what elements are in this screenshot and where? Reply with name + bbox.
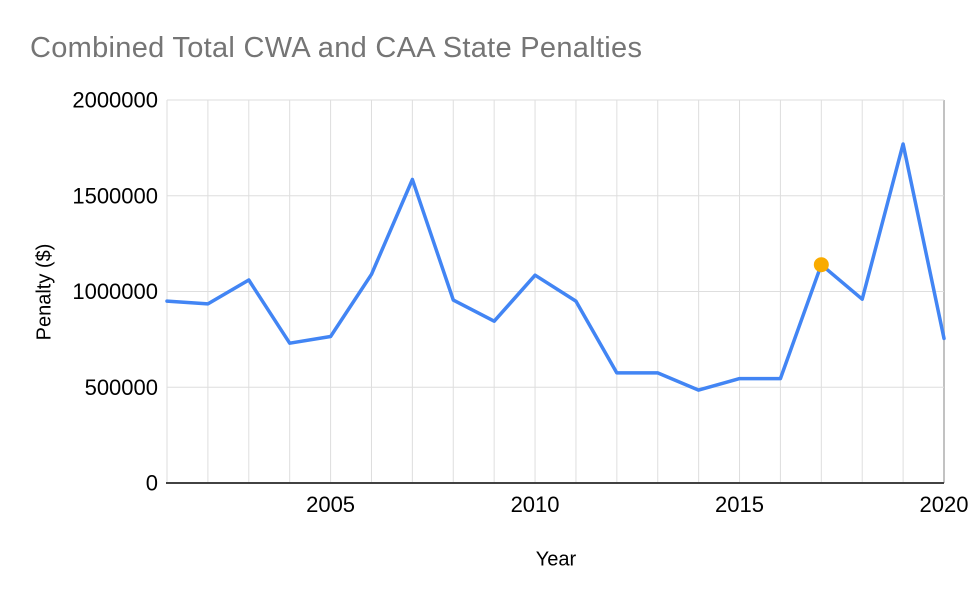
highlighted-data-point[interactable]	[813, 257, 829, 273]
y-tick-label: 2000000	[72, 88, 158, 113]
y-tick-label: 1500000	[72, 183, 158, 208]
chart-title: Combined Total CWA and CAA State Penalti…	[30, 32, 643, 64]
y-tick-label: 1000000	[72, 279, 158, 304]
x-tick-label: 2015	[715, 492, 764, 517]
y-tick-label: 0	[146, 471, 158, 496]
penalty-series-line[interactable]	[165, 142, 946, 392]
x-tick-label: 2010	[511, 492, 560, 517]
x-tick-label: 2020	[920, 492, 969, 517]
x-tick-label: 2005	[306, 492, 355, 517]
y-tick-label: 500000	[85, 375, 158, 400]
x-axis-title: Year	[535, 548, 577, 571]
